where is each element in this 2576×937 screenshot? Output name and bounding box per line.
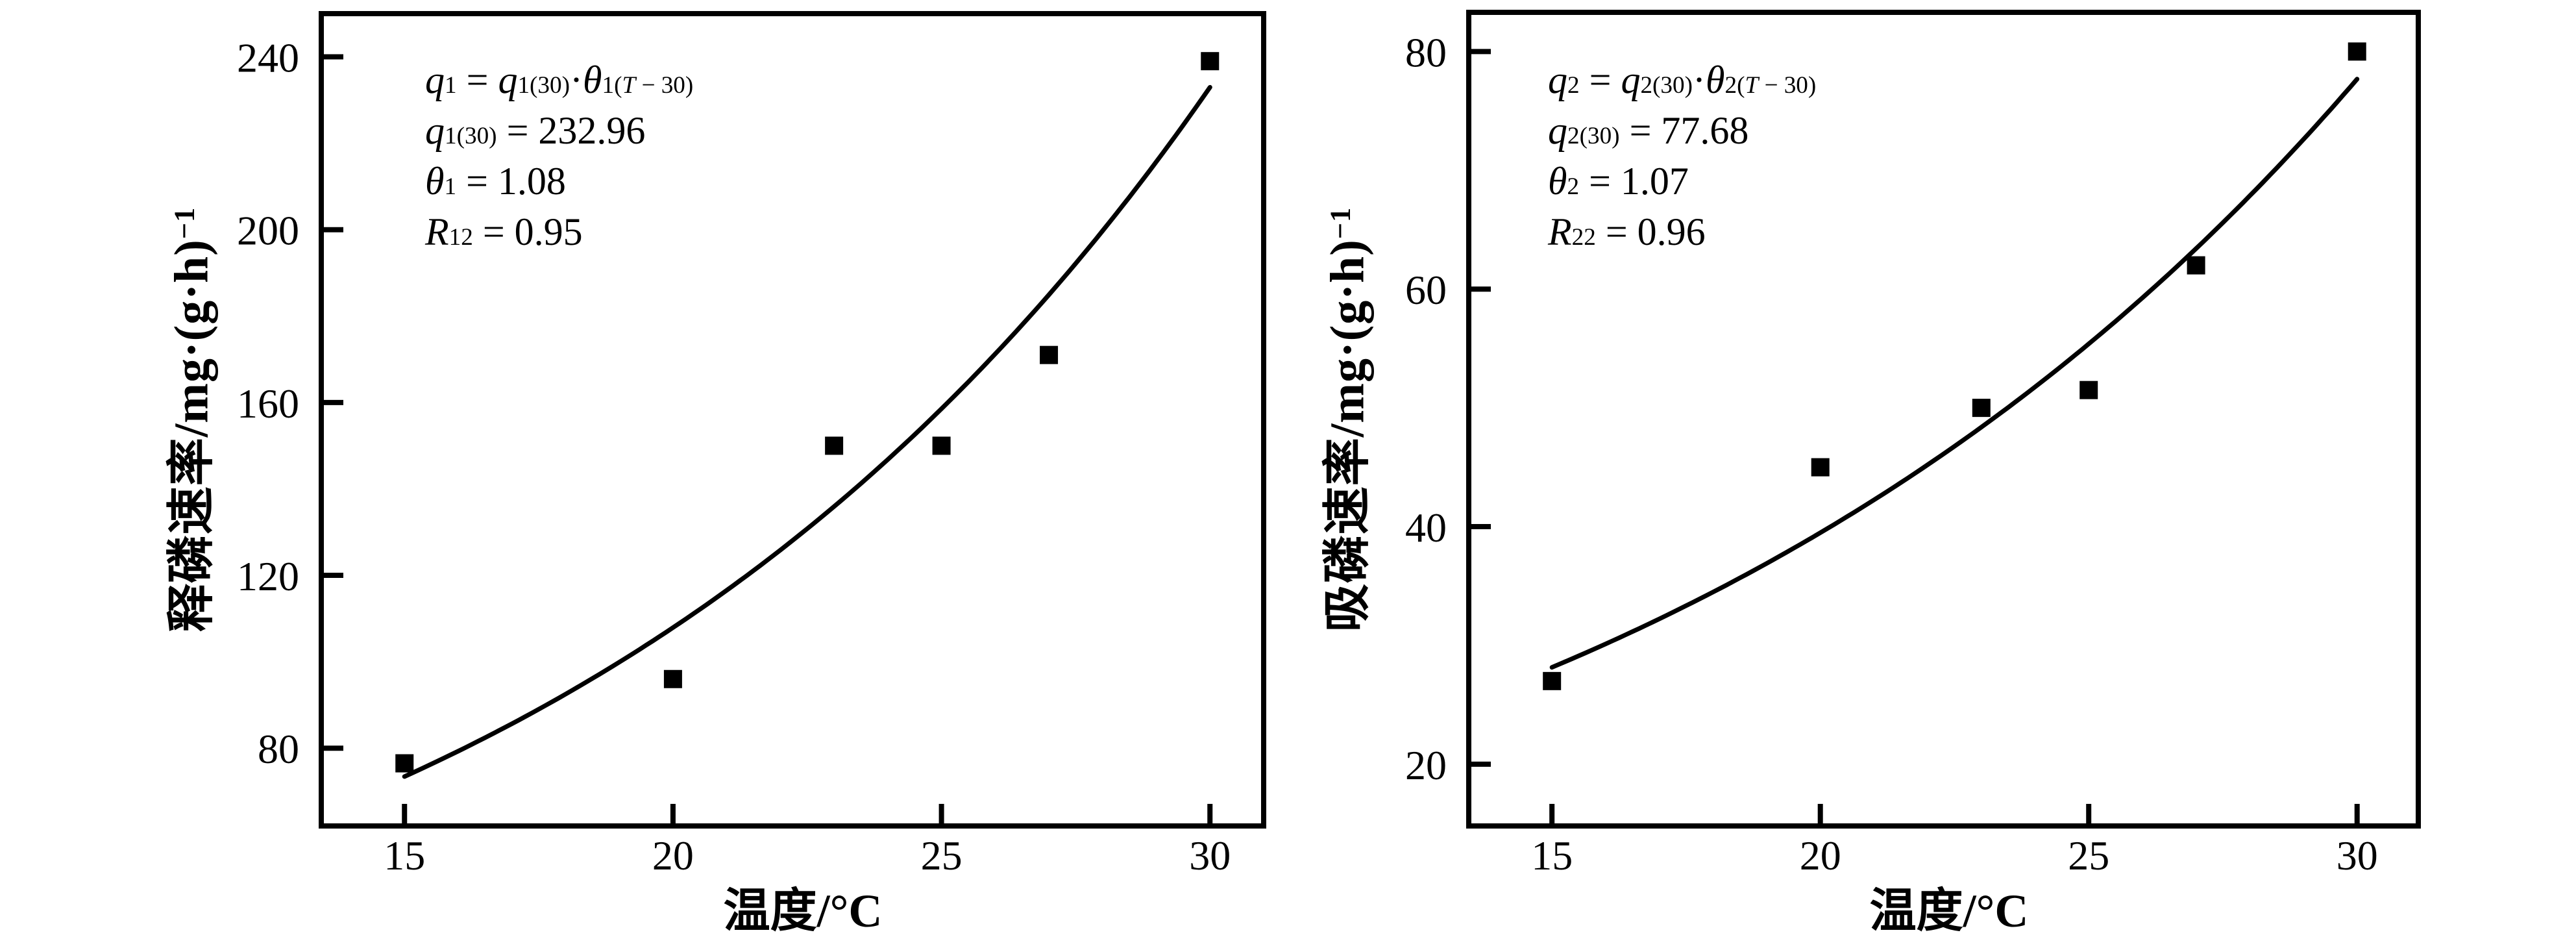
left-y-axis-title: 释磷速率/mg·(g·h)−1 xyxy=(165,206,219,632)
x-tick-label: 30 xyxy=(2337,832,2378,879)
y-tick-label: 40 xyxy=(1405,505,1447,551)
right-equation-block: q2 = q2(30)·θ2(T − 30) q2(30) = 77.68 θ2 =… xyxy=(1548,55,1816,257)
equation-line: q1 = q1(30)·θ1(T − 30) xyxy=(425,58,694,101)
data-point xyxy=(1201,52,1220,71)
data-point xyxy=(1543,671,1562,690)
axis-frame xyxy=(319,11,1266,829)
x-tick-label: 25 xyxy=(921,832,963,879)
x-axis-title: 温度/°C xyxy=(1870,885,2029,937)
fit-curve xyxy=(402,84,1212,779)
data-point xyxy=(1040,345,1059,364)
y-tick-label: 60 xyxy=(1405,267,1447,313)
axis-frame xyxy=(1466,10,2421,829)
data-point xyxy=(663,669,682,688)
y-tick-label: 160 xyxy=(237,381,299,427)
data-point xyxy=(2079,381,2098,399)
y-tick-label: 80 xyxy=(258,726,299,772)
y-tick-label: 80 xyxy=(1405,29,1447,75)
equation-line: R12 = 0.95 xyxy=(425,210,583,253)
fit-curve xyxy=(1549,77,2360,670)
equation-line: q1(30) = 232.96 xyxy=(425,109,646,152)
data-point xyxy=(825,436,844,455)
right-y-axis-title: 吸磷速率/mg·(g·h)−1 xyxy=(1321,206,1375,632)
equation-line: θ1 = 1.08 xyxy=(425,160,566,203)
equation-line: q2 = q2(30)·θ2(T − 30) xyxy=(1548,58,1817,101)
left-equation-block: q1 = q1(30)·θ1(T − 30) q1(30) = 232.96 θ1 … xyxy=(425,55,693,257)
data-point xyxy=(1811,458,1830,477)
x-tick-label: 15 xyxy=(384,832,425,879)
y-tick-label: 20 xyxy=(1405,742,1447,788)
equation-line: q2(30) = 77.68 xyxy=(1548,109,1749,152)
x-axis-title: 温度/°C xyxy=(724,885,883,937)
data-point xyxy=(395,754,414,773)
data-point xyxy=(932,436,951,455)
data-point xyxy=(2348,42,2366,61)
equation-line: R22 = 0.96 xyxy=(1548,210,1706,253)
left-chart: 15 20 25 30 80 120 160 200 240 温度/°C xyxy=(237,11,1266,937)
y-tick-label: 120 xyxy=(237,553,299,599)
x-tick-label: 20 xyxy=(652,832,694,879)
data-point xyxy=(1972,399,1991,418)
x-tick-label: 20 xyxy=(1800,832,1841,879)
x-tick-label: 15 xyxy=(1531,832,1573,879)
x-tick-label: 30 xyxy=(1189,832,1231,879)
x-tick-label: 25 xyxy=(2068,832,2109,879)
equation-line: θ2 = 1.07 xyxy=(1548,160,1689,203)
data-point xyxy=(2187,256,2205,275)
right-chart: 15 20 25 30 20 40 60 80 温度/°C xyxy=(1405,10,2421,937)
y-tick-label: 200 xyxy=(237,208,299,254)
y-tick-label: 240 xyxy=(237,35,299,81)
